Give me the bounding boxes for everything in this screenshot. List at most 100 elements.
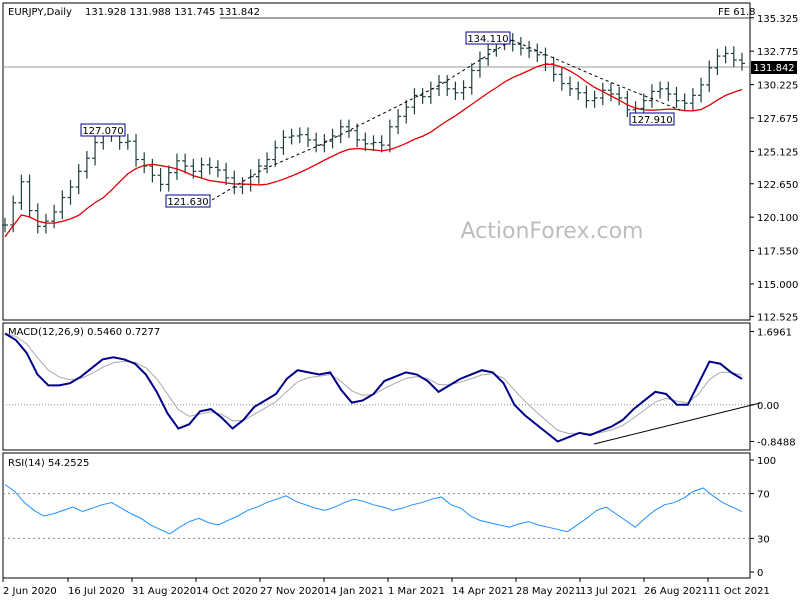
fib-box-127070: 127.070: [80, 123, 126, 137]
ohlc-readout: 131.928 131.988 131.745 131.842: [85, 7, 260, 18]
price-bar: [231, 170, 238, 195]
price-bar: [681, 93, 688, 111]
moving-average-layer: [4, 63, 743, 238]
price-bar: [329, 128, 336, 149]
price-bar: [264, 152, 271, 174]
price-bar: [59, 190, 66, 220]
price-bar: [558, 67, 565, 91]
fib-label-127070: 127.070: [82, 126, 123, 137]
fib-label-134110: 134.110: [467, 34, 508, 45]
fib-box-134110: 134.110: [465, 31, 511, 45]
price-bar: [419, 88, 426, 104]
instrument-header: EURJPY,Daily: [8, 7, 72, 18]
price-bar: [354, 123, 361, 148]
price-bar: [722, 46, 729, 64]
price-bar: [296, 127, 303, 144]
price-tick-label: 127.675: [757, 114, 798, 125]
macd-signal-line: [4, 332, 743, 435]
current-price-label: 131.842: [753, 63, 794, 74]
x-tick-label: 28 May 2021: [516, 586, 581, 597]
moving-average-line: [4, 63, 743, 238]
price-bar: [567, 76, 574, 97]
price-bar: [460, 80, 467, 100]
price-bar: [468, 63, 475, 95]
rsi-axis: 100 70 30 0: [750, 456, 776, 579]
x-tick-label: 16 Jul 2020: [68, 586, 125, 597]
price-bar: [542, 47, 549, 72]
price-bar: [149, 158, 156, 183]
price-bar: [165, 165, 172, 192]
x-tick-label: 2 Jun 2020: [3, 586, 57, 597]
x-tick-label: 11 Oct 2021: [708, 586, 770, 597]
fib-label-127910: 127.910: [631, 115, 672, 126]
fe-label: FE 61.8: [718, 7, 756, 18]
price-bar: [157, 168, 164, 192]
price-bar: [378, 135, 385, 153]
price-bar: [427, 81, 434, 104]
projection-line-1: [211, 39, 513, 201]
fib-box-121630: 121.630: [165, 194, 211, 208]
price-bar: [739, 52, 745, 71]
price-tick-label: 117.550: [757, 247, 798, 258]
macd-panel-frame: [2, 322, 751, 451]
price-bar: [665, 81, 672, 102]
x-tick-label: 14 Apr 2021: [452, 586, 514, 597]
rsi-tick-label: 0: [757, 568, 763, 579]
price-bar: [239, 177, 246, 195]
price-bar: [583, 85, 590, 108]
price-bar: [452, 81, 459, 100]
price-bar: [26, 174, 33, 218]
macd-tick-label: 1.6961: [757, 327, 792, 338]
price-bar: [689, 88, 696, 111]
price-bar: [403, 99, 410, 124]
price-bar: [173, 153, 180, 180]
price-bar: [304, 127, 311, 148]
price-bar: [345, 119, 352, 138]
price-bar: [648, 84, 655, 108]
price-bar: [223, 162, 230, 186]
fib-box-127910: 127.910: [629, 112, 675, 126]
x-tick-label: 27 Nov 2020: [260, 586, 324, 597]
rsi-tick-label: 70: [757, 490, 770, 501]
price-bar: [673, 86, 680, 108]
price-tick-label: 112.525: [757, 312, 798, 323]
price-bar: [214, 160, 221, 178]
price-bar: [141, 152, 148, 174]
price-bar: [206, 157, 213, 175]
price-bar: [280, 130, 287, 155]
price-bar: [337, 119, 344, 144]
price-bar: [550, 56, 557, 82]
macd-trendline: [593, 402, 761, 445]
price-bar: [698, 77, 705, 103]
price-tick-label: 122.650: [757, 180, 798, 191]
rsi-line: [4, 484, 743, 535]
rsi-panel-frame: [2, 452, 751, 579]
price-bar: [607, 82, 614, 102]
price-axis: 135.325 132.775 130.225 127.675 125.125 122.6…: [750, 14, 798, 323]
price-bar: [706, 60, 713, 93]
price-bar: [75, 164, 82, 195]
price-bar: [485, 42, 492, 66]
watermark-text: ActionForex.com: [461, 219, 644, 244]
price-tick-label: 130.225: [757, 81, 798, 92]
price-bar: [198, 157, 205, 179]
price-bar: [444, 75, 451, 97]
price-bar: [476, 51, 483, 78]
rsi-tick-label: 30: [757, 534, 770, 545]
current-price-box: [751, 61, 797, 74]
rsi-series-layer: [3, 484, 750, 539]
price-bar: [624, 90, 631, 117]
price-bar: [640, 93, 647, 116]
price-bar: [272, 140, 279, 167]
price-bar: [370, 135, 377, 152]
price-bar: [616, 86, 623, 106]
price-bar: [34, 203, 41, 234]
x-tick-label: 26 Aug 2021: [644, 586, 708, 597]
price-bar: [362, 132, 369, 152]
price-bar: [83, 151, 90, 179]
price-bar: [395, 109, 402, 134]
price-bar: [247, 169, 254, 192]
price-bar: [133, 133, 140, 167]
